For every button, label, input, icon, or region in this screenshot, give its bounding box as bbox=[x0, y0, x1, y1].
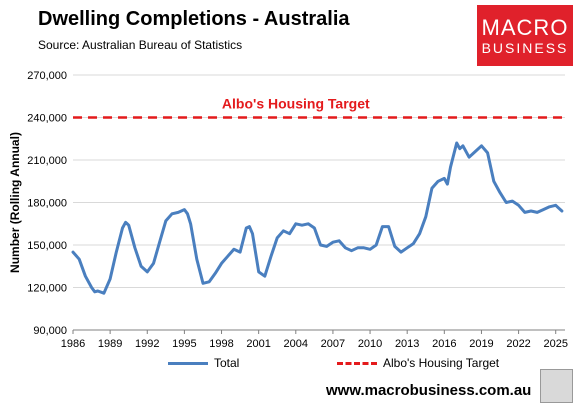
y-tick-label: 240,000 bbox=[27, 113, 67, 125]
y-tick-label: 120,000 bbox=[27, 283, 67, 295]
target-annotation: Albo's Housing Target bbox=[222, 96, 370, 112]
x-tick-label: 2004 bbox=[284, 338, 308, 350]
legend-label-total: Total bbox=[214, 356, 240, 370]
axes bbox=[72, 329, 565, 334]
x-tick-label: 2025 bbox=[543, 338, 567, 350]
y-axis-label: Number (Rolling Annual) bbox=[8, 132, 22, 273]
logo-line2: BUSINESS bbox=[481, 39, 569, 56]
y-tick-label: 210,000 bbox=[27, 155, 67, 167]
legend-label-target: Albo's Housing Target bbox=[383, 356, 500, 370]
wolf-logo-icon bbox=[540, 369, 573, 403]
x-tick-label: 2013 bbox=[395, 338, 419, 350]
chart-title: Dwelling Completions - Australia bbox=[38, 8, 350, 30]
x-tick-label: 2001 bbox=[246, 338, 270, 350]
series-lines bbox=[71, 116, 565, 295]
chart-labels: 90,000 120,000 150,000 180,000 210,000 240,00… bbox=[8, 70, 568, 350]
macro-business-logo: MACRO BUSINESS bbox=[477, 5, 573, 66]
website-url: www.macrobusiness.com.au bbox=[326, 382, 532, 399]
x-tick-label: 1998 bbox=[209, 338, 233, 350]
legend-item-target: Albo's Housing Target bbox=[337, 356, 499, 370]
y-tick-label: 270,000 bbox=[27, 70, 67, 82]
x-tick-label: 2010 bbox=[358, 338, 382, 350]
legend-item-total: Total bbox=[168, 356, 239, 370]
x-tick-label: 2022 bbox=[506, 338, 530, 350]
x-tick-label: 2007 bbox=[321, 338, 345, 350]
chart-source: Source: Australian Bureau of Statistics bbox=[38, 38, 243, 52]
legend-swatch-target bbox=[337, 361, 377, 365]
logo-line1: MACRO bbox=[481, 14, 569, 40]
x-tick-label: 2019 bbox=[469, 338, 493, 350]
x-tick-label: 1989 bbox=[98, 338, 122, 350]
legend-swatch-total bbox=[168, 361, 208, 365]
x-tick-label: 1995 bbox=[172, 338, 196, 350]
x-tick-label: 2016 bbox=[432, 338, 456, 350]
series-line-total bbox=[71, 141, 564, 295]
x-tick-label: 1992 bbox=[135, 338, 159, 350]
x-tick-label: 1986 bbox=[61, 338, 85, 350]
y-tick-label: 150,000 bbox=[27, 240, 67, 252]
y-tick-label: 180,000 bbox=[27, 198, 67, 210]
y-tick-label: 90,000 bbox=[33, 325, 67, 337]
